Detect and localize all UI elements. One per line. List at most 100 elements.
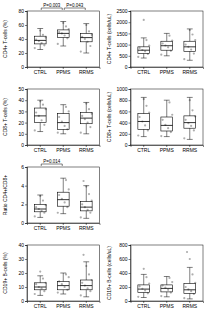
- data-point: [80, 51, 82, 53]
- y-tick: 10: [18, 131, 27, 137]
- whisker-cap-high: [60, 178, 66, 179]
- box: [34, 204, 46, 211]
- y-tick-mark: [129, 123, 131, 124]
- whisker-high: [143, 97, 144, 113]
- data-point: [89, 212, 91, 214]
- y-tick-mark: [25, 287, 27, 288]
- y-tick-mark: [129, 287, 131, 288]
- y-tick-mark: [25, 259, 27, 260]
- data-point: [162, 119, 164, 121]
- significance-label: P=0.003: [43, 3, 60, 8]
- x-tick: CTRL: [34, 67, 47, 75]
- data-point: [193, 52, 195, 54]
- y-tick-label: 1000: [116, 42, 127, 48]
- y-tick-label: 200: [119, 131, 128, 137]
- y-tick-label: 800: [119, 97, 128, 103]
- y-axis-title: CD19+ B-cells (%): [2, 252, 8, 294]
- box: [138, 114, 150, 130]
- y-tick-label: 0: [125, 298, 128, 304]
- data-point: [88, 108, 90, 110]
- whisker-cap-high: [37, 28, 43, 29]
- y-tick-mark: [25, 134, 27, 135]
- y-tick-mark: [129, 56, 131, 57]
- whisker-low: [63, 129, 64, 133]
- box: [80, 280, 92, 290]
- y-tick-label: 40: [18, 36, 24, 42]
- data-point: [190, 125, 192, 127]
- y-tick: 0: [21, 142, 27, 148]
- whisker-low: [63, 38, 64, 46]
- whisker-low: [40, 44, 41, 50]
- data-point: [88, 193, 90, 195]
- whisker-cap-high: [187, 97, 193, 98]
- x-tick: RRMS: [182, 301, 197, 309]
- y-tick-label: 500: [119, 53, 128, 59]
- x-tick-label: PPMS: [160, 69, 175, 75]
- whisker-high: [63, 273, 64, 281]
- plot-frame: [131, 89, 204, 145]
- box: [184, 284, 196, 294]
- data-point: [160, 295, 162, 297]
- box: [57, 30, 69, 38]
- data-point: [168, 101, 170, 103]
- y-tick-label: 50: [18, 86, 24, 92]
- whisker-high: [189, 29, 190, 41]
- data-point: [143, 268, 145, 270]
- data-point: [162, 42, 164, 44]
- median: [34, 209, 46, 210]
- data-point: [57, 132, 59, 134]
- data-point: [68, 188, 70, 190]
- panel: 01020304050CTRLPPMSRRMSCD8+ T-cells (%): [2, 86, 100, 152]
- x-tick: PPMS: [160, 145, 175, 153]
- whisker-high: [166, 277, 167, 285]
- data-point: [43, 290, 45, 292]
- median: [184, 289, 196, 290]
- data-point: [170, 131, 172, 133]
- marks: [137, 251, 196, 299]
- data-point: [148, 111, 150, 113]
- data-point: [34, 47, 36, 49]
- marks: [34, 100, 93, 134]
- y-tick-label: 2000: [116, 19, 127, 25]
- whisker-cap-high: [83, 23, 89, 24]
- whisker-cap-high: [60, 21, 66, 22]
- whisker-high: [63, 178, 64, 192]
- data-point: [191, 109, 193, 111]
- data-point: [144, 124, 146, 126]
- box: [184, 41, 196, 51]
- data-point: [34, 129, 36, 131]
- y-tick: 40: [18, 242, 27, 248]
- data-point: [167, 289, 169, 291]
- y-tick-label: 1000: [116, 86, 127, 92]
- x-axis: CTRLPPMSRRMS: [131, 301, 204, 309]
- x-tick-label: CTRL: [34, 303, 47, 309]
- y-tick-label: 1500: [116, 31, 127, 37]
- data-point: [34, 293, 36, 295]
- data-point: [89, 290, 91, 292]
- y-tick-label: 20: [18, 50, 24, 56]
- data-point: [139, 47, 141, 49]
- y-tick: 20: [18, 50, 27, 56]
- x-tick: RRMS: [79, 67, 94, 75]
- whisker-high: [143, 38, 144, 47]
- y-tick-mark: [129, 273, 131, 274]
- x-tick: CTRL: [34, 223, 47, 231]
- plot: 02004006008001000CTRLPPMSRRMS: [116, 86, 203, 152]
- y-axis-line: [129, 246, 132, 302]
- y-tick-mark: [129, 22, 131, 23]
- data-point: [34, 215, 36, 217]
- y-tick-mark: [129, 89, 131, 90]
- data-point: [43, 124, 45, 126]
- x-axis: CTRLPPMSRRMS: [28, 301, 101, 309]
- data-point: [147, 53, 149, 55]
- significance-bracket: [41, 164, 62, 166]
- whisker-cap-high: [37, 195, 43, 196]
- y-tick: 0: [125, 142, 131, 148]
- data-point: [65, 25, 67, 27]
- y-axis: 01020304050: [18, 86, 27, 148]
- y-tick: 800: [119, 242, 130, 248]
- y-tick-label: 0: [21, 220, 24, 226]
- y-tick-label: 30: [18, 109, 24, 115]
- data-point: [186, 251, 188, 253]
- marks: [137, 97, 196, 139]
